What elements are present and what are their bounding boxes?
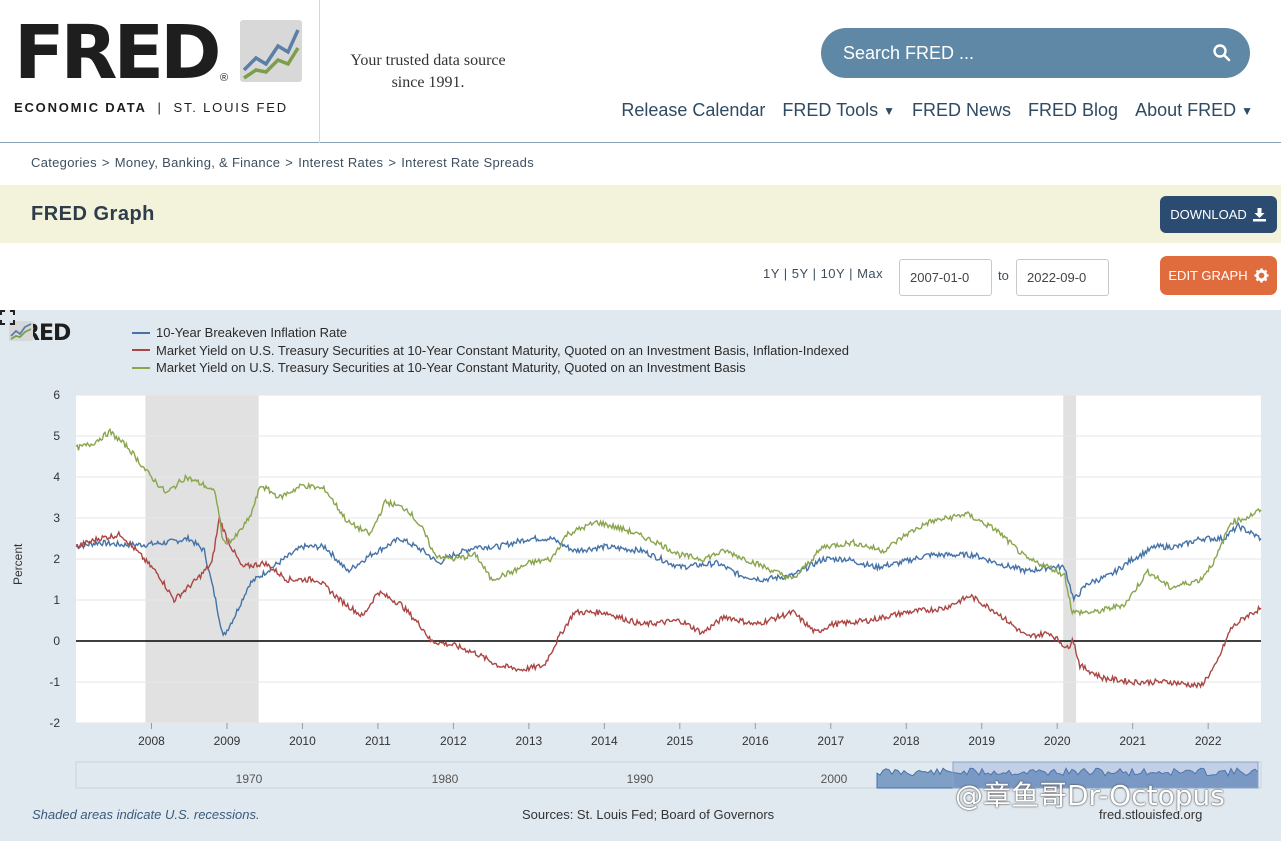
end-date-input[interactable] <box>1016 259 1109 296</box>
nav-fred-tools[interactable]: FRED Tools ▼ <box>782 100 896 120</box>
breadcrumb-item[interactable]: Money, Banking, & Finance <box>114 155 281 170</box>
y-tick-label: 4 <box>53 470 60 484</box>
chevron-down-icon: ▼ <box>1241 103 1253 118</box>
range-max[interactable]: Max <box>857 266 884 281</box>
legend-label: Market Yield on U.S. Treasury Securities… <box>156 360 746 375</box>
chart-legend: 10-Year Breakeven Inflation Rate Market … <box>132 324 849 377</box>
breadcrumb-item[interactable]: Interest Rate Spreads <box>401 155 535 170</box>
download-button[interactable]: DOWNLOAD <box>1160 196 1277 233</box>
navigator-tick-label: 1990 <box>627 772 654 786</box>
y-tick-label: 3 <box>53 511 60 525</box>
registered-mark-icon: ® <box>220 72 229 84</box>
y-tick-label: 0 <box>53 634 60 648</box>
series-line-2 <box>75 427 1262 617</box>
legend-item[interactable]: Market Yield on U.S. Treasury Securities… <box>132 359 849 377</box>
date-range-presets: 1Y | 5Y | 10Y | Max <box>763 266 884 281</box>
search-icon[interactable] <box>1212 43 1232 63</box>
download-icon <box>1252 208 1266 222</box>
x-tick-label: 2009 <box>214 734 241 748</box>
header-divider <box>319 0 320 143</box>
nav-fred-news[interactable]: FRED News <box>912 100 1012 120</box>
x-tick-label: 2022 <box>1195 734 1222 748</box>
navigator-tick-label: 1970 <box>236 772 263 786</box>
y-tick-label: -2 <box>49 716 60 730</box>
range-1y[interactable]: 1Y <box>763 266 780 281</box>
chart-logo-icon <box>9 321 33 341</box>
main-nav: Release Calendar FRED Tools ▼ FRED News F… <box>604 100 1253 121</box>
navigator-tick-label: 1980 <box>432 772 459 786</box>
x-tick-label: 2014 <box>591 734 618 748</box>
x-tick-label: 2015 <box>666 734 693 748</box>
gear-icon <box>1254 268 1269 283</box>
legend-swatch <box>132 331 150 334</box>
series-line-1 <box>75 516 1262 690</box>
breadcrumb-item[interactable]: Categories <box>31 155 97 170</box>
graph-panel: -2 -1 0 1 2 3 4 5 6 2008 2009 2010 2011 2012 2013 2014 2… <box>0 310 1281 841</box>
page-title: FRED Graph <box>31 203 155 225</box>
x-tick-label: 2018 <box>893 734 920 748</box>
fred-logo[interactable]: FRED ® ECONOMIC DATA | ST. LOUIS FED <box>14 10 304 118</box>
search-input[interactable] <box>843 40 1193 66</box>
nav-about-fred[interactable]: About FRED ▼ <box>1135 100 1253 120</box>
logo-subtitle: ECONOMIC DATA | ST. LOUIS FED <box>14 100 288 115</box>
legend-label: 10-Year Breakeven Inflation Rate <box>156 325 348 340</box>
site-url[interactable]: fred.stlouisfed.org <box>1099 807 1203 822</box>
range-5y[interactable]: 5Y <box>791 266 809 281</box>
x-tick-label: 2021 <box>1119 734 1146 748</box>
navigator-selection <box>952 761 1259 789</box>
sources-text: Sources: St. Louis Fed; Board of Governo… <box>522 807 775 822</box>
chevron-down-icon: ▼ <box>883 103 896 118</box>
logo-wordmark: FRED <box>14 10 222 96</box>
y-tick-label: 2 <box>53 552 60 566</box>
x-tick-label: 2011 <box>365 734 391 748</box>
x-tick-label: 2016 <box>742 734 769 748</box>
breadcrumb-item[interactable]: Interest Rates <box>298 155 384 170</box>
legend-label: Market Yield on U.S. Treasury Securities… <box>156 342 849 358</box>
x-tick-label: 2010 <box>289 734 316 748</box>
y-tick-label: -1 <box>49 675 60 689</box>
nav-release-calendar[interactable]: Release Calendar <box>621 100 766 120</box>
fullscreen-icon[interactable] <box>0 310 15 325</box>
y-axis-label: Percent <box>11 543 25 585</box>
legend-item[interactable]: Market Yield on U.S. Treasury Securities… <box>132 342 849 360</box>
legend-item[interactable]: 10-Year Breakeven Inflation Rate <box>132 324 849 342</box>
line-chart[interactable]: -2 -1 0 1 2 3 4 5 6 2008 2009 2010 2011 2012 2013 2014 2… <box>0 310 1281 841</box>
x-tick-label: 2012 <box>440 734 467 748</box>
tagline: Your trusted data source since 1991. <box>350 52 506 91</box>
x-tick-label: 2008 <box>138 734 165 748</box>
edit-graph-button[interactable]: EDIT GRAPH <box>1160 256 1277 295</box>
y-tick-label: 1 <box>53 593 60 607</box>
y-tick-label: 6 <box>53 388 60 402</box>
navigator-area <box>876 767 1259 789</box>
graph-fred-logo: FRED <box>9 321 71 346</box>
x-tick-label: 2013 <box>516 734 543 748</box>
recession-footnote: Shaded areas indicate U.S. recessions. <box>32 807 260 822</box>
breadcrumb: Categories > Money, Banking, & Finance > Int… <box>31 155 535 170</box>
to-label: to <box>998 268 1009 283</box>
range-10y[interactable]: 10Y <box>820 266 845 281</box>
site-header: FRED ® ECONOMIC DATA | ST. LOUIS FED You… <box>0 0 1281 143</box>
search-bar <box>821 28 1250 78</box>
watermark: @章鱼哥Dr-Octopus <box>955 779 1225 812</box>
nav-fred-blog[interactable]: FRED Blog <box>1028 100 1119 120</box>
y-tick-label: 5 <box>53 429 60 443</box>
x-tick-label: 2017 <box>817 734 844 748</box>
x-tick-label: 2019 <box>968 734 995 748</box>
x-tick-label: 2020 <box>1044 734 1071 748</box>
title-bar: FRED Graph DOWNLOAD <box>0 185 1281 243</box>
legend-swatch <box>132 366 150 369</box>
navigator-tick-label: 2000 <box>821 772 848 786</box>
series-line-0 <box>75 521 1262 637</box>
legend-swatch <box>132 349 150 352</box>
chart-logo-icon <box>240 20 302 82</box>
start-date-input[interactable] <box>899 259 992 296</box>
